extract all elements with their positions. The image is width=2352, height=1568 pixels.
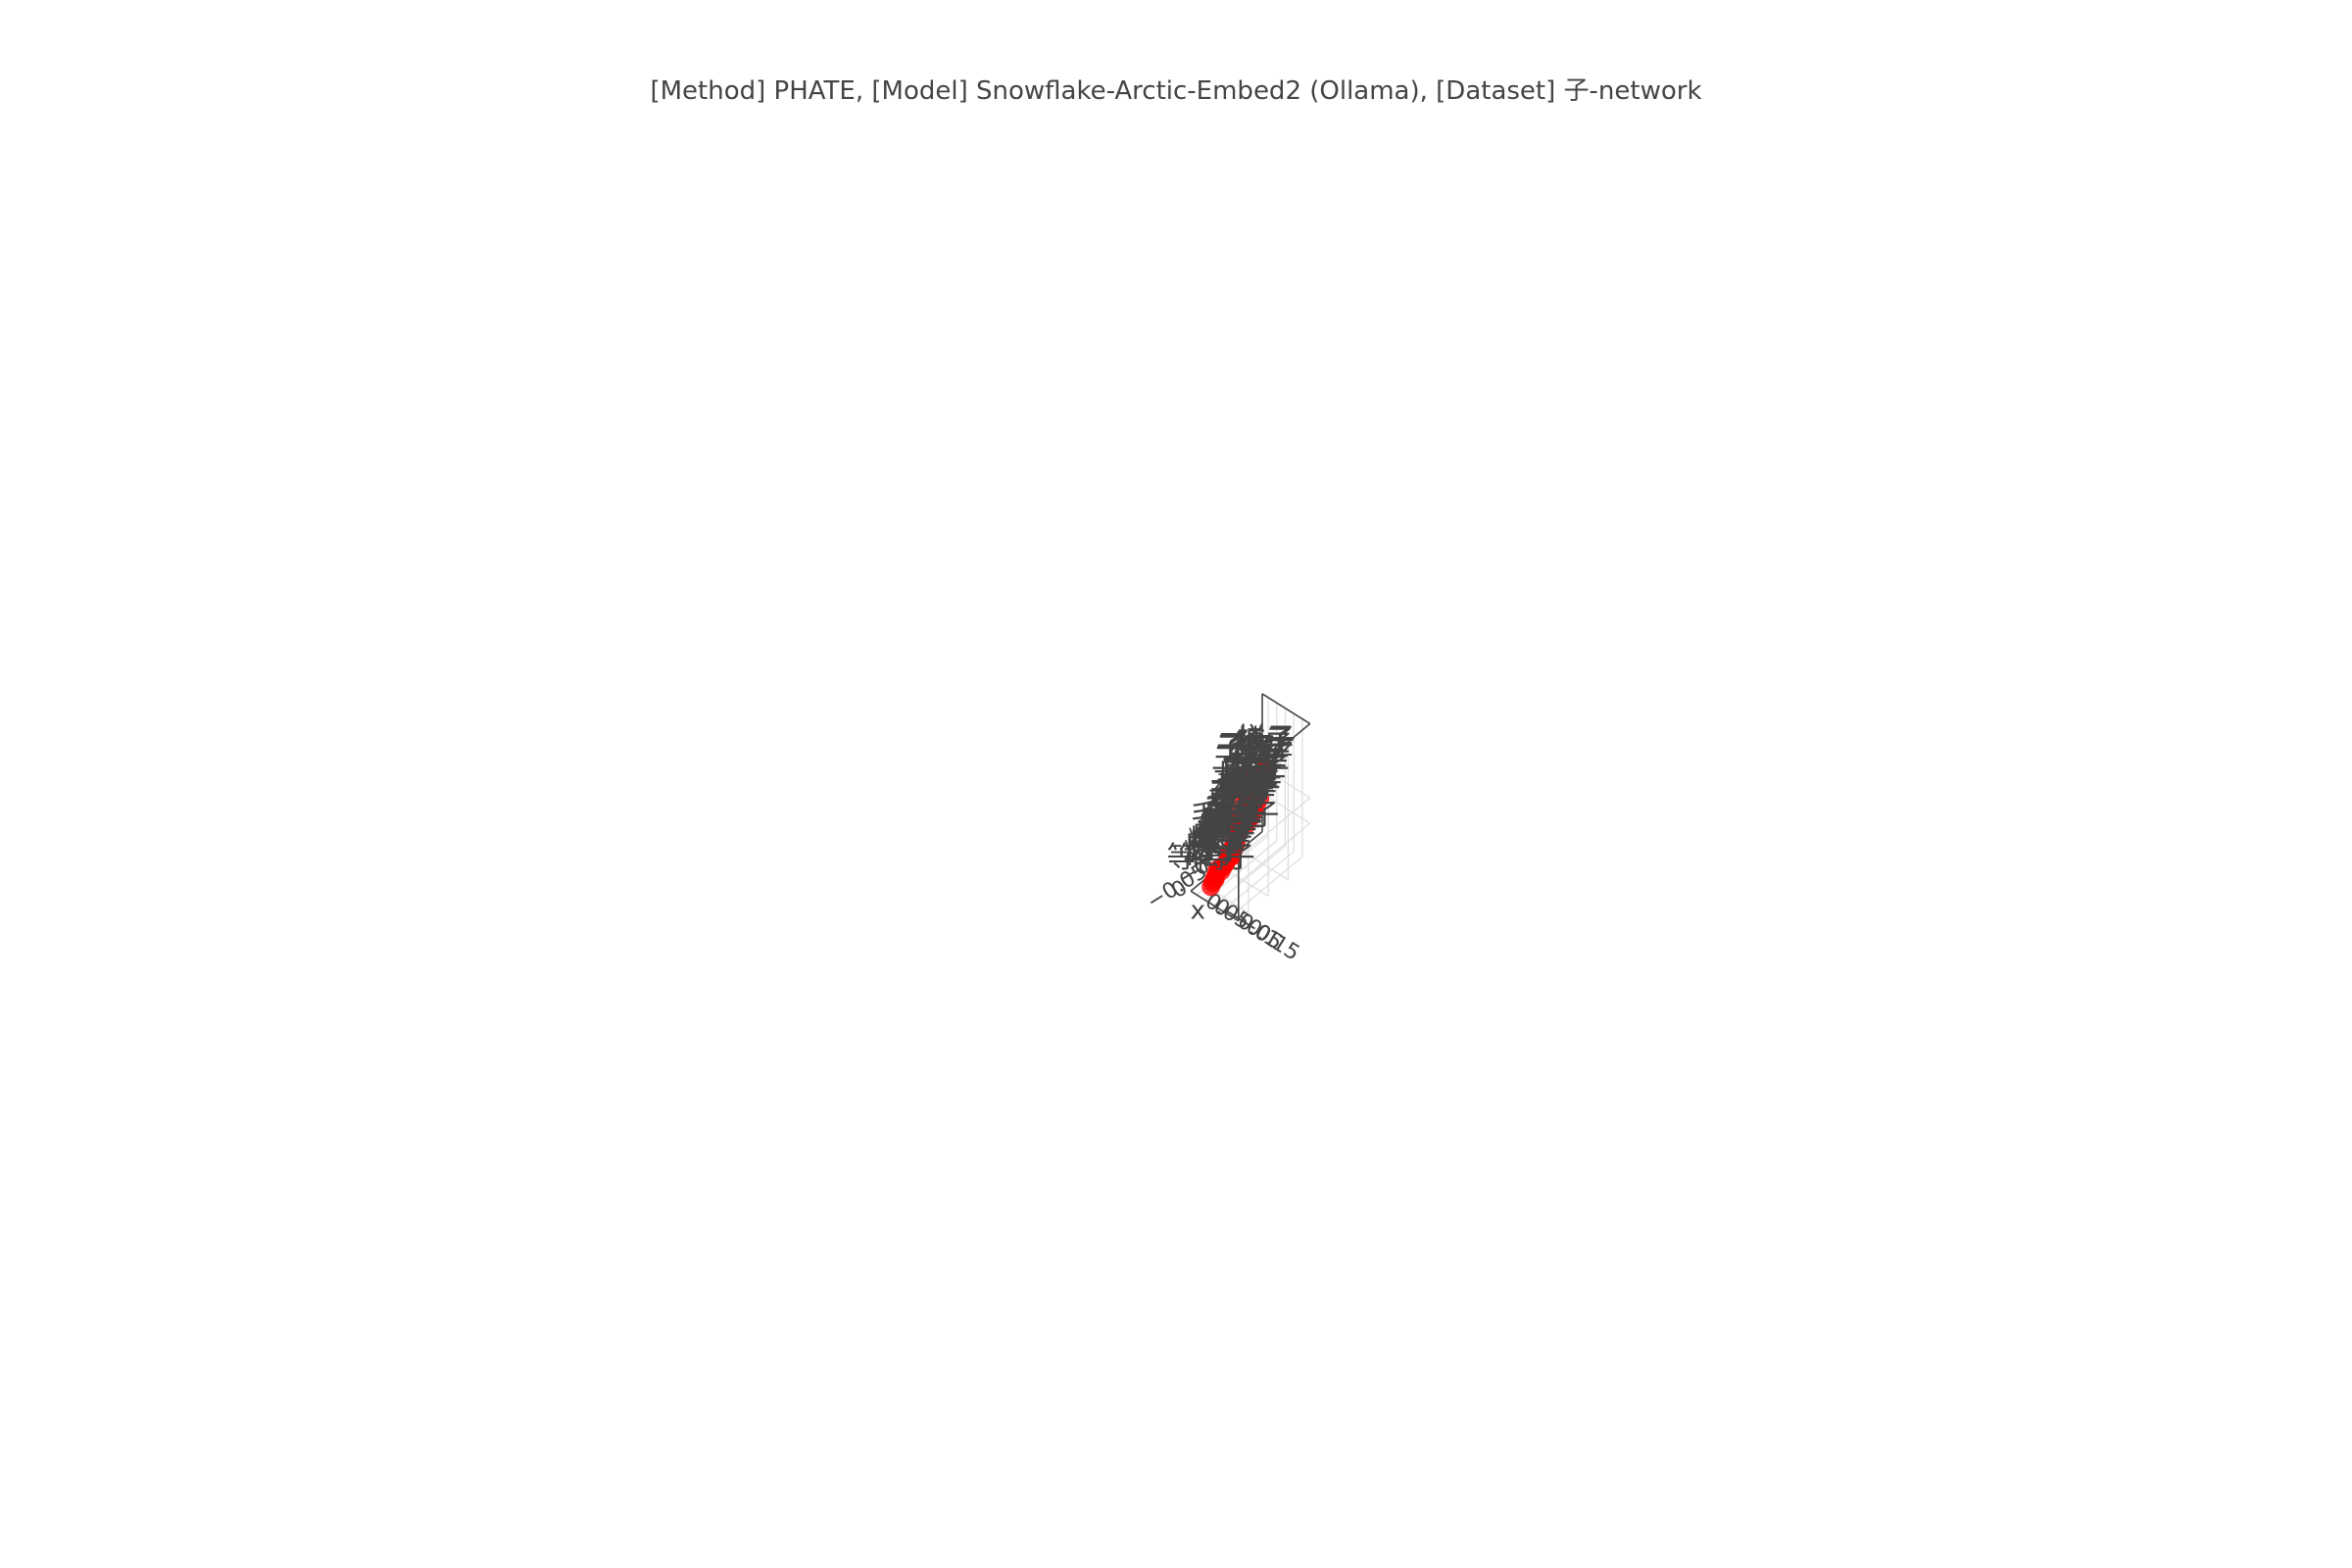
point-label: 子弹 xyxy=(1215,732,1274,766)
point-label: 面子 xyxy=(1218,770,1277,805)
point-label: 瘦子 xyxy=(1203,805,1262,839)
point-label: 鼻子 xyxy=(1219,767,1278,802)
point-label: 原子 xyxy=(1192,820,1250,855)
point-label: 日子 xyxy=(1216,766,1275,801)
z-axis-title: z xyxy=(1279,733,1293,762)
point-label: 橘子 xyxy=(1202,806,1261,840)
point-label: 脖子 xyxy=(1223,761,1282,796)
point-label: 虫子 xyxy=(1194,821,1252,856)
point-label: 猴子 xyxy=(1199,813,1257,848)
grid-line-x xyxy=(1230,856,1303,917)
point-label: 样子 xyxy=(1237,722,1296,757)
point-label: 子宫 xyxy=(1216,731,1275,765)
point-label: 桌子 xyxy=(1235,729,1294,763)
point-label: 孙子 xyxy=(1209,776,1268,810)
point-label: 精子 xyxy=(1188,824,1247,858)
data-point xyxy=(1248,786,1267,806)
point-label: 辈子 xyxy=(1216,763,1275,798)
point-label: 分子 xyxy=(1186,833,1245,867)
grid-line-z xyxy=(1238,822,1311,884)
point-label: 因子 xyxy=(1186,830,1245,864)
point-label: 子时 xyxy=(1211,752,1270,786)
point-label: 椅子 xyxy=(1236,724,1295,759)
point-label: 等离子 xyxy=(1167,841,1255,875)
point-label: 骰子 xyxy=(1231,753,1290,787)
point-label: 曲子 xyxy=(1227,760,1286,795)
point-label: 虫子 xyxy=(1209,787,1268,821)
data-point xyxy=(1235,768,1254,788)
point-label: 柜子 xyxy=(1232,735,1291,769)
point-label: 子孙 xyxy=(1210,767,1269,802)
point-label: 盘子 xyxy=(1228,750,1287,784)
point-label: 蚊子 xyxy=(1192,825,1250,859)
point-label: 质子 xyxy=(1185,833,1244,867)
point-label: 毛子 xyxy=(1204,791,1263,825)
point-label: 燕子 xyxy=(1197,817,1255,852)
point-label: 箱子 xyxy=(1230,740,1289,774)
point-label: 豆子 xyxy=(1203,806,1262,840)
grid-line-z xyxy=(1261,793,1311,824)
point-label: 棋子 xyxy=(1215,772,1274,807)
point-label: 妻子 xyxy=(1207,786,1266,820)
point-label: 男子 xyxy=(1207,785,1266,819)
x-axis-line xyxy=(1190,890,1240,922)
point-label: 启子 xyxy=(1217,779,1276,813)
point-label: 女子 xyxy=(1206,787,1265,821)
point-label: 胖子 xyxy=(1201,805,1260,839)
point-layer xyxy=(1201,759,1276,897)
data-point xyxy=(1201,877,1221,897)
grid-line-x xyxy=(1213,845,1286,906)
data-point xyxy=(1237,815,1256,835)
frame-edge xyxy=(1261,693,1311,725)
point-label: 妹子 xyxy=(1206,797,1265,831)
grid-line-x xyxy=(1221,851,1295,911)
point-label: 电子 xyxy=(1189,824,1248,858)
point-label: 粒子 xyxy=(1183,837,1242,871)
x-axis-title: x xyxy=(1191,896,1205,925)
point-label: 墨子 xyxy=(1202,810,1261,845)
point-label: 子午 xyxy=(1216,730,1275,764)
point-label: 杯子 xyxy=(1229,745,1288,779)
point-label: 种子 xyxy=(1202,810,1261,845)
axis-title-layer: xyz xyxy=(1191,733,1293,925)
point-label: 子夜 xyxy=(1216,731,1275,765)
point-label: 狮子 xyxy=(1197,817,1255,852)
point-label: 傻子 xyxy=(1200,805,1259,839)
point-label: 椰子 xyxy=(1205,802,1264,836)
point-label: 脑子 xyxy=(1221,770,1280,805)
grid-line-z xyxy=(1238,797,1311,858)
point-label: 毛栗子 xyxy=(1191,799,1279,833)
point-label: 嗓子 xyxy=(1222,771,1281,806)
point-label: 胡子 xyxy=(1218,775,1277,809)
chart-title: [Method] PHATE, [Model] Snowflake-Arctic… xyxy=(650,76,1702,106)
point-label: 甲子 xyxy=(1218,758,1277,792)
point-label: 性子 xyxy=(1200,806,1258,840)
point-label: 调子 xyxy=(1223,766,1282,801)
point-label: 房子 xyxy=(1203,806,1262,840)
